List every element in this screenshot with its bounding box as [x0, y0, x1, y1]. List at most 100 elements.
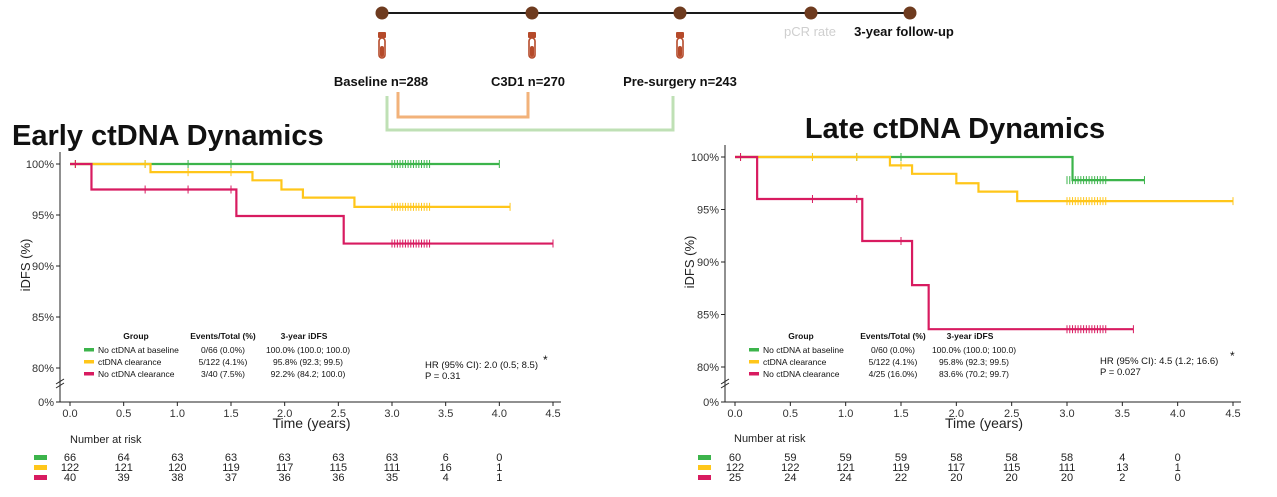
x-tick-label: 2.5 — [1004, 408, 1019, 420]
risk-count: 111 — [1059, 462, 1076, 474]
tube-cap — [528, 32, 536, 38]
risk-count: 63 — [386, 452, 398, 464]
risk-count: 119 — [222, 462, 240, 474]
tube-cap — [378, 32, 386, 38]
y-tick-label: 85% — [697, 310, 719, 322]
hazard-ratio: HR (95% CI): 4.5 (1.2; 16.6) — [1100, 356, 1218, 367]
risk-count: 63 — [171, 452, 183, 464]
table-idfs: 100.0% (100.0; 100.0) — [266, 345, 350, 355]
x-tick-label: 1.0 — [838, 408, 853, 420]
axis-break — [720, 378, 730, 385]
risk-count: 20 — [950, 472, 962, 484]
x-tick-label: 4.5 — [545, 408, 560, 420]
risk-count: 20 — [1061, 472, 1073, 484]
table-events: 4/25 (16.0%) — [869, 369, 918, 379]
x-tick-label: 0.0 — [62, 408, 77, 420]
chart-title: Late ctDNA Dynamics — [805, 113, 1105, 145]
y-tick-label: 95% — [697, 205, 719, 217]
legend-swatch — [84, 348, 94, 352]
risk-table-title: Number at risk — [734, 433, 806, 445]
risk-count: 59 — [895, 452, 907, 464]
km-panel: Late ctDNA Dynamics 0% 80% 85% 90% 95% 100% 0.0… — [682, 113, 1241, 484]
x-tick-label: 3.5 — [1115, 408, 1130, 420]
tube-blood — [678, 46, 682, 57]
risk-count: 117 — [948, 462, 966, 474]
risk-count: 39 — [118, 472, 130, 484]
table-events: 0/66 (0.0%) — [201, 345, 245, 355]
x-tick-label: 2.0 — [949, 408, 964, 420]
risk-count: 58 — [950, 452, 962, 464]
risk-count: 36 — [279, 472, 291, 484]
hazard-ratio: HR (95% CI): 2.0 (0.5; 8.5) — [425, 360, 538, 371]
risk-swatch — [34, 455, 47, 460]
milestone-label: C3D1 n=270 — [491, 74, 565, 89]
risk-count: 63 — [332, 452, 344, 464]
x-tick-label: 1.0 — [170, 408, 185, 420]
table-header: 3-year iDFS — [281, 331, 328, 341]
risk-table-title: Number at risk — [70, 434, 142, 446]
timeline-dot — [804, 6, 818, 20]
y-tick-label: 0% — [703, 397, 719, 409]
risk-swatch — [698, 475, 711, 480]
y-axis-label: iDFS (%) — [682, 236, 697, 289]
timeline-dot — [375, 6, 389, 20]
table-events: 3/40 (7.5%) — [201, 369, 245, 379]
risk-count: 63 — [225, 452, 237, 464]
y-axis-label: iDFS (%) — [18, 239, 33, 292]
milestone-label: 3-year follow-up — [854, 24, 954, 39]
risk-count: 59 — [784, 452, 796, 464]
timeline-dot — [903, 6, 917, 20]
axis-break — [55, 378, 65, 385]
blood-tube-icon — [378, 32, 386, 59]
km-curve-1 — [70, 162, 511, 208]
legend-swatch — [749, 348, 759, 352]
milestone-label: Pre-surgery n=243 — [623, 74, 737, 89]
table-header: Group — [123, 331, 149, 341]
y-tick-label: 80% — [32, 363, 54, 375]
chart-title: Early ctDNA Dynamics — [12, 120, 324, 152]
x-tick-label: 3.0 — [384, 408, 399, 420]
risk-count: 37 — [225, 472, 237, 484]
y-tick-label: 90% — [32, 261, 54, 273]
risk-count: 22 — [895, 472, 907, 484]
table-events: 5/122 (4.1%) — [869, 357, 918, 367]
legend-entry: ctDNA clearance — [98, 357, 162, 367]
y-tick-label: 80% — [697, 362, 719, 374]
risk-count: 4 — [443, 472, 449, 484]
risk-swatch — [34, 465, 47, 470]
x-axis-label: Time (years) — [272, 415, 350, 431]
x-tick-label: 2.0 — [277, 408, 292, 420]
table-idfs: 95.8% (92.3; 99.5) — [939, 357, 1009, 367]
risk-count: 1 — [496, 472, 502, 484]
blood-tube-icon — [528, 32, 536, 59]
x-tick-label: 4.0 — [1170, 408, 1185, 420]
tube-cap — [676, 32, 684, 38]
x-tick-label: 4.0 — [492, 408, 507, 420]
table-events: 0/60 (0.0%) — [871, 345, 915, 355]
x-tick-label: 0.0 — [727, 408, 742, 420]
legend-entry: No ctDNA at baseline — [98, 345, 179, 355]
risk-swatch — [34, 475, 47, 480]
risk-count: 119 — [892, 462, 910, 474]
risk-count: 0 — [1175, 452, 1181, 464]
table-idfs: 100.0% (100.0; 100.0) — [932, 345, 1016, 355]
km-panel: Early ctDNA Dynamics 0% 80% 85% 90% 95% 100% 0.… — [12, 120, 561, 484]
axis-break — [55, 382, 65, 389]
risk-count: 36 — [332, 472, 344, 484]
tube-blood — [380, 46, 384, 57]
risk-count: 58 — [1061, 452, 1073, 464]
x-tick-label: 1.5 — [893, 408, 908, 420]
risk-count: 4 — [1119, 452, 1125, 464]
table-header: Events/Total (%) — [190, 331, 256, 341]
risk-count: 63 — [279, 452, 291, 464]
table-idfs: 95.8% (92.3; 99.5) — [273, 357, 343, 367]
risk-count: 40 — [64, 472, 76, 484]
risk-count: 122 — [726, 462, 744, 474]
axis-break — [720, 382, 730, 389]
risk-swatch — [698, 465, 711, 470]
timeline-dot — [525, 6, 539, 20]
risk-count: 24 — [784, 472, 796, 484]
risk-count: 120 — [168, 462, 186, 474]
